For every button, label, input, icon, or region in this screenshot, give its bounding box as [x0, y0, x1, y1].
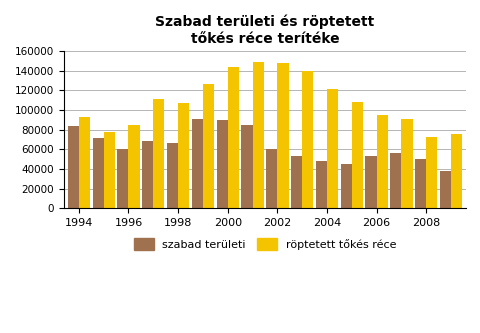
Bar [79, 117, 90, 208]
Bar [301, 71, 313, 208]
Bar [228, 67, 239, 208]
Bar [265, 149, 277, 208]
Bar [178, 103, 189, 208]
Bar [414, 159, 425, 208]
Bar [439, 171, 450, 208]
Bar [326, 89, 337, 208]
Bar [277, 63, 288, 208]
Bar [203, 85, 214, 208]
Bar [92, 139, 104, 208]
Title: Szabad területi és röptetett
tőkés réce terítéke: Szabad területi és röptetett tőkés réce … [155, 15, 374, 46]
Bar [117, 149, 128, 208]
Bar [425, 138, 436, 208]
Bar [365, 156, 376, 208]
Bar [450, 134, 461, 208]
Bar [216, 120, 228, 208]
Bar [252, 62, 263, 208]
Bar [401, 119, 412, 208]
Bar [104, 132, 115, 208]
Bar [340, 164, 351, 208]
Bar [128, 125, 139, 208]
Bar [153, 99, 164, 208]
Bar [290, 156, 301, 208]
Legend: szabad területi, röptetett tőkés réce: szabad területi, röptetett tőkés réce [130, 235, 399, 253]
Bar [68, 126, 79, 208]
Bar [142, 142, 153, 208]
Bar [315, 161, 326, 208]
Bar [241, 125, 252, 208]
Bar [376, 115, 387, 208]
Bar [192, 119, 203, 208]
Bar [351, 102, 362, 208]
Bar [167, 144, 178, 208]
Bar [389, 153, 401, 208]
